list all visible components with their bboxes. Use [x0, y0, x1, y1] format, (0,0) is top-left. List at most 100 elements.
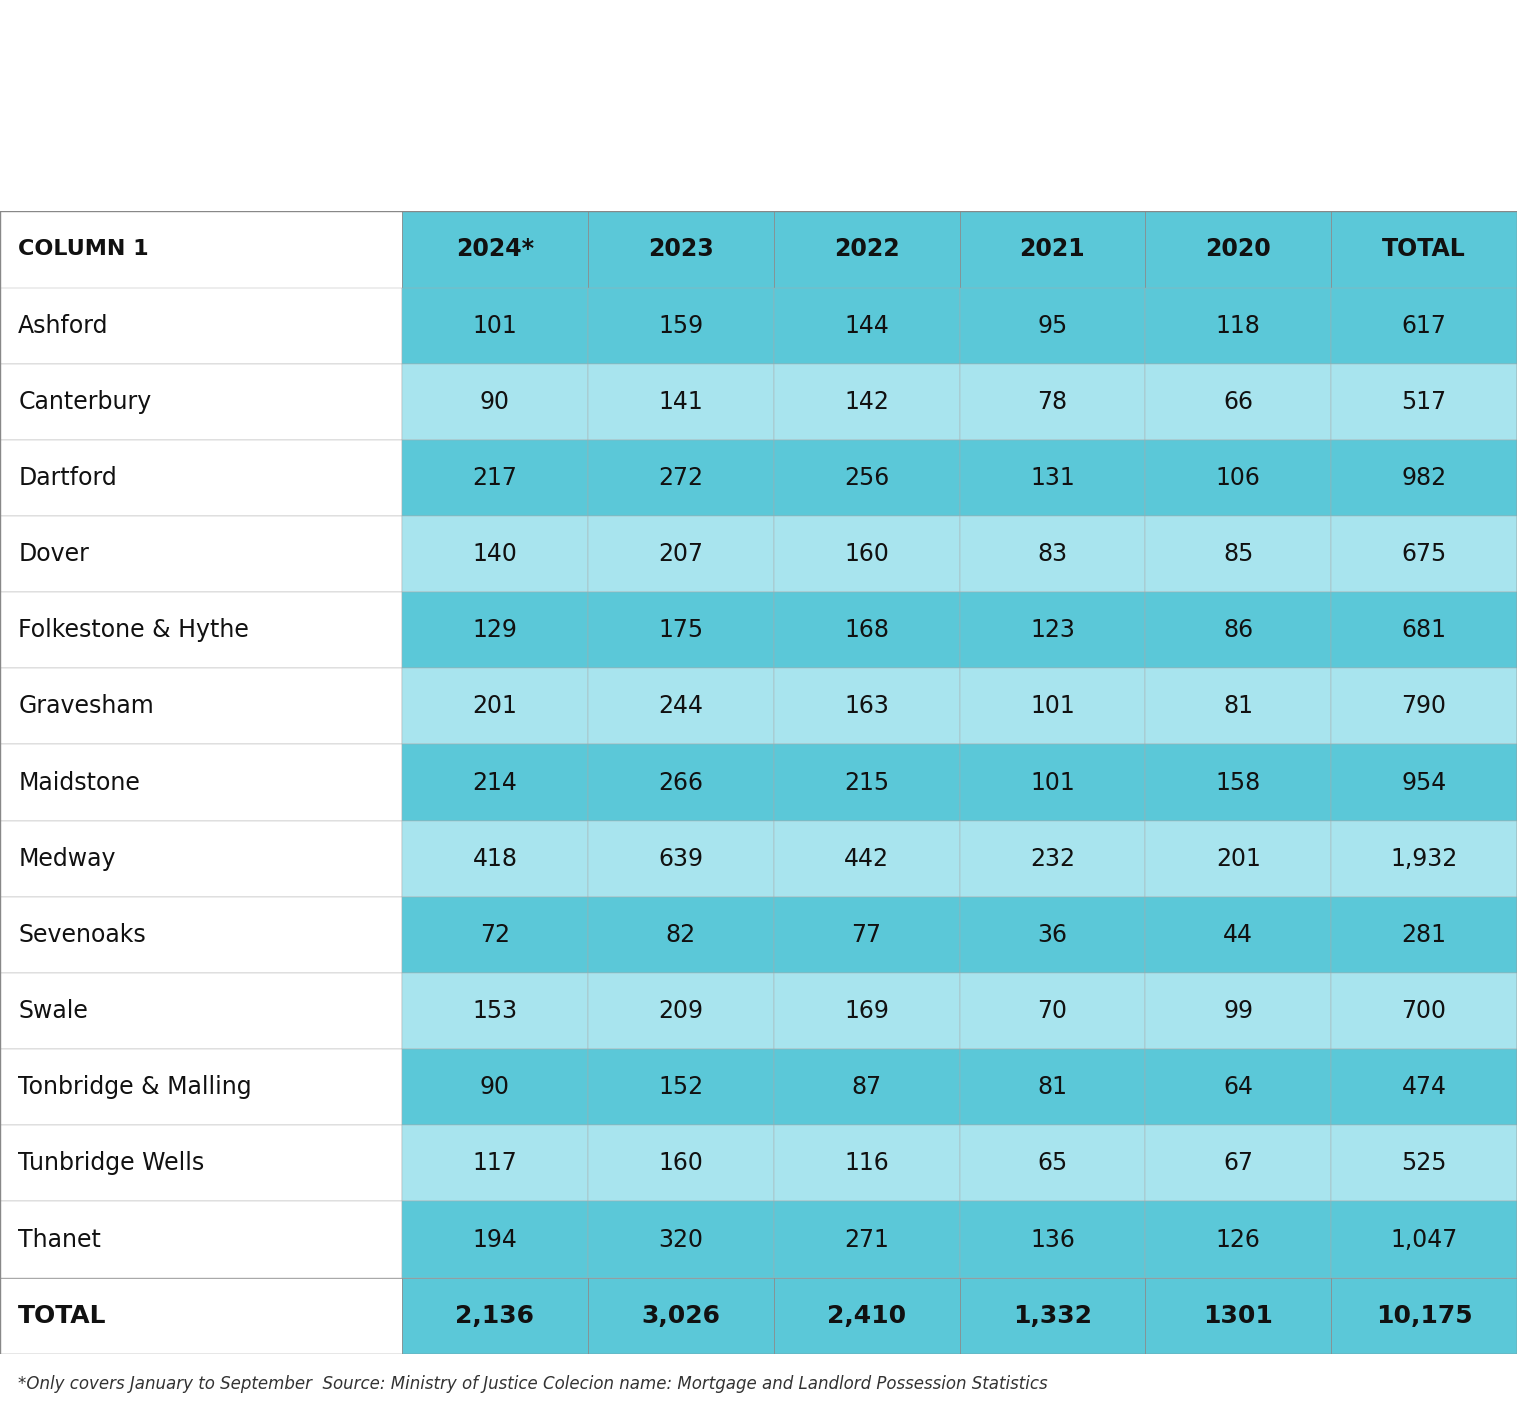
Text: 77: 77 — [851, 922, 881, 947]
Text: 142: 142 — [843, 390, 889, 414]
Bar — [587, 668, 774, 744]
Text: 639: 639 — [658, 847, 704, 871]
Text: 144: 144 — [843, 314, 889, 337]
Bar — [587, 364, 774, 440]
Text: 418: 418 — [472, 847, 517, 871]
Bar — [587, 972, 774, 1050]
Bar — [1332, 211, 1517, 287]
Bar — [587, 1050, 774, 1125]
Text: 675: 675 — [1402, 543, 1447, 565]
Text: 700: 700 — [1402, 1000, 1447, 1022]
Text: 2023: 2023 — [648, 237, 713, 261]
Text: 160: 160 — [658, 1151, 704, 1175]
Text: 117: 117 — [473, 1151, 517, 1175]
Bar — [587, 516, 774, 593]
Text: 116: 116 — [845, 1151, 889, 1175]
Bar — [774, 821, 959, 897]
Bar — [587, 821, 774, 897]
Text: 83: 83 — [1038, 543, 1068, 565]
Text: 82: 82 — [666, 922, 696, 947]
Bar — [0, 1125, 402, 1201]
Bar — [1332, 1278, 1517, 1354]
Text: 244: 244 — [658, 694, 704, 718]
Bar — [959, 1125, 1145, 1201]
Text: 982: 982 — [1402, 466, 1447, 490]
Text: 954: 954 — [1402, 771, 1447, 794]
Bar — [1332, 516, 1517, 593]
Text: 123: 123 — [1030, 618, 1076, 643]
Bar — [1145, 516, 1332, 593]
Bar — [959, 744, 1145, 821]
Text: 1,047: 1,047 — [1391, 1228, 1458, 1251]
Bar — [402, 668, 587, 744]
Bar — [587, 744, 774, 821]
Text: 90: 90 — [479, 1075, 510, 1100]
Text: 681: 681 — [1402, 618, 1447, 643]
Bar — [774, 364, 959, 440]
Text: 271: 271 — [843, 1228, 889, 1251]
Text: 159: 159 — [658, 314, 704, 337]
Text: Ashford: Ashford — [18, 314, 109, 337]
Text: Canterbury: Canterbury — [18, 390, 152, 414]
Bar — [0, 440, 402, 516]
Text: 36: 36 — [1038, 922, 1068, 947]
Bar — [402, 440, 587, 516]
Text: 201: 201 — [472, 694, 517, 718]
Text: 99: 99 — [1223, 1000, 1253, 1022]
Bar — [959, 972, 1145, 1050]
Bar — [959, 211, 1145, 287]
Bar — [402, 897, 587, 972]
Text: 207: 207 — [658, 543, 704, 565]
Text: COLUMN 1: COLUMN 1 — [18, 240, 149, 260]
Text: 129: 129 — [472, 618, 517, 643]
Text: 106: 106 — [1215, 466, 1261, 490]
Bar — [1332, 1201, 1517, 1278]
Text: 2022: 2022 — [834, 237, 900, 261]
Bar — [1145, 897, 1332, 972]
Text: 86: 86 — [1223, 618, 1253, 643]
Bar — [402, 1201, 587, 1278]
Bar — [587, 1278, 774, 1354]
Bar — [1145, 1201, 1332, 1278]
Text: 126: 126 — [1215, 1228, 1261, 1251]
Text: 10,175: 10,175 — [1376, 1304, 1473, 1328]
Bar — [959, 1050, 1145, 1125]
Text: 272: 272 — [658, 466, 704, 490]
Text: 81: 81 — [1038, 1075, 1068, 1100]
Text: 158: 158 — [1215, 771, 1261, 794]
Bar — [0, 516, 402, 593]
Bar — [1332, 744, 1517, 821]
Bar — [402, 516, 587, 593]
Bar — [1332, 897, 1517, 972]
Bar — [0, 821, 402, 897]
Bar — [1332, 440, 1517, 516]
Text: TOTAL: TOTAL — [1382, 237, 1465, 261]
Bar — [959, 287, 1145, 364]
Text: 320: 320 — [658, 1228, 704, 1251]
Bar — [774, 972, 959, 1050]
Text: 1,932: 1,932 — [1391, 847, 1458, 871]
Bar — [959, 1201, 1145, 1278]
Text: 101: 101 — [1030, 771, 1074, 794]
Bar — [774, 440, 959, 516]
Text: 209: 209 — [658, 1000, 704, 1022]
Bar — [1145, 1278, 1332, 1354]
Text: 136: 136 — [1030, 1228, 1076, 1251]
Text: 95: 95 — [1038, 314, 1068, 337]
Bar — [1332, 821, 1517, 897]
Text: 169: 169 — [843, 1000, 889, 1022]
Text: Thanet: Thanet — [18, 1228, 102, 1251]
Bar — [1145, 1125, 1332, 1201]
Bar — [402, 1050, 587, 1125]
Text: 1301: 1301 — [1203, 1304, 1273, 1328]
Text: 217: 217 — [472, 466, 517, 490]
Text: Swale: Swale — [18, 1000, 88, 1022]
Bar — [774, 744, 959, 821]
Text: 78: 78 — [1038, 390, 1068, 414]
Bar — [774, 211, 959, 287]
Bar — [402, 593, 587, 668]
Text: 2024*: 2024* — [457, 237, 534, 261]
Text: 194: 194 — [472, 1228, 517, 1251]
Bar — [0, 211, 402, 287]
Text: TOTAL: TOTAL — [18, 1304, 106, 1328]
